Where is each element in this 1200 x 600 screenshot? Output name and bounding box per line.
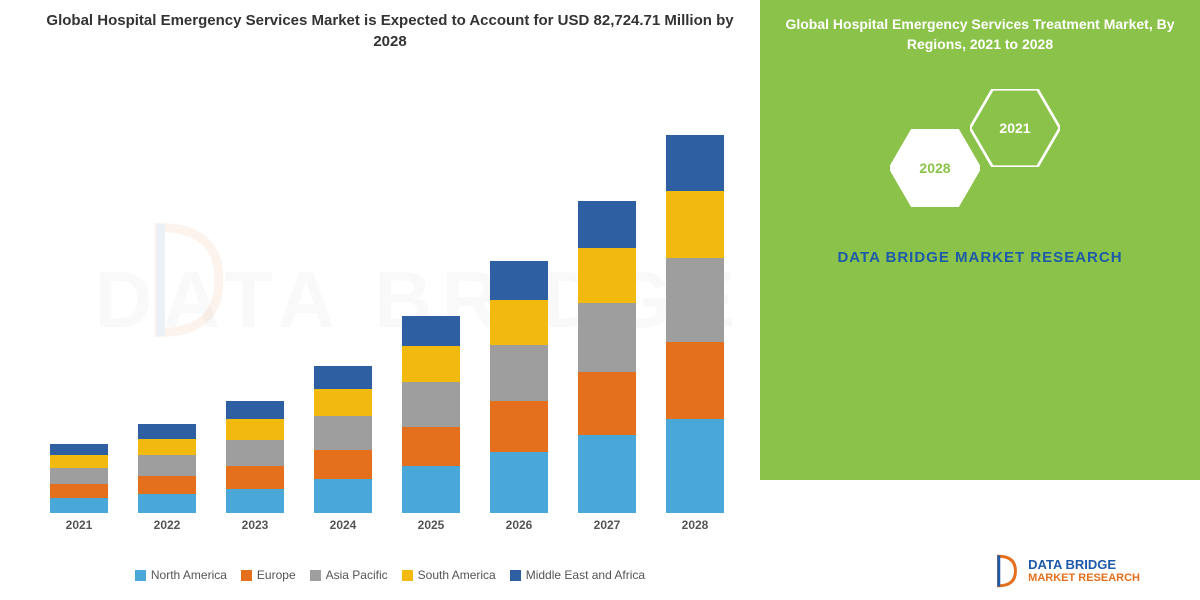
bar-column [226,401,284,513]
hex-badge: 2028 [890,129,980,207]
bar-segment [138,476,196,494]
bar-segment [138,439,196,455]
bar-segment [490,401,548,451]
bar-segment [666,342,724,420]
bar-segment [314,479,372,513]
x-axis-label: 2025 [402,518,460,532]
right-panel: Global Hospital Emergency Services Treat… [760,0,1200,600]
footer-logo-line2: MARKET RESEARCH [1028,572,1140,584]
bar-column [490,261,548,513]
legend-swatch [402,570,413,581]
x-axis-labels: 2021 2022 2023 2024 2025 2026 2027 2028 [40,518,740,538]
footer-logo-line1: DATA BRIDGE [1028,558,1140,572]
bar-segment [50,444,108,455]
footer-logo: DATA BRIDGE MARKET RESEARCH [994,552,1140,590]
brand-text: DATA BRIDGE MARKET RESEARCH [780,249,1180,266]
bar-segment [402,316,460,347]
x-axis-label: 2022 [138,518,196,532]
bar-segment [666,135,724,192]
bar-segment [578,201,636,248]
bar-segment [138,424,196,439]
bar-segment [666,191,724,257]
bar-segment [50,455,108,468]
legend-swatch [135,570,146,581]
legend-label: Europe [257,568,296,582]
chart-title: Global Hospital Emergency Services Marke… [30,10,750,52]
bar-column [402,316,460,513]
legend-item: Asia Pacific [310,568,388,582]
legend-label: Middle East and Africa [526,568,645,582]
legend-label: Asia Pacific [326,568,388,582]
bar-column [138,424,196,513]
legend-swatch [510,570,521,581]
bar-segment [314,366,372,389]
x-axis-label: 2026 [490,518,548,532]
hex-badge: 2021 [970,89,1060,167]
x-axis-label: 2027 [578,518,636,532]
bar-segment [402,466,460,513]
main-layout: Global Hospital Emergency Services Marke… [0,0,1200,600]
x-axis-label: 2024 [314,518,372,532]
bar-segment [402,427,460,466]
bar-segment [578,248,636,303]
bar-segment [490,452,548,513]
bar-column [578,201,636,513]
plot-region [40,72,740,513]
bar-segment [666,258,724,342]
bar-segment [578,303,636,373]
legend-item: Europe [241,568,296,582]
bar-segment [490,261,548,300]
bar-segment [578,372,636,435]
bar-segment [226,489,284,513]
legend-item: Middle East and Africa [510,568,645,582]
legend-item: North America [135,568,227,582]
legend-swatch [241,570,252,581]
chart-panel: Global Hospital Emergency Services Marke… [0,0,760,600]
bar-column [50,444,108,513]
x-axis-label: 2023 [226,518,284,532]
bar-segment [138,494,196,513]
bar-column [314,366,372,513]
hex-badges: 20282021 [870,79,1090,219]
legend-label: South America [418,568,496,582]
bar-segment [402,346,460,382]
bar-segment [50,484,108,499]
bar-segment [50,498,108,513]
legend-item: South America [402,568,496,582]
bar-segment [490,345,548,402]
legend-swatch [310,570,321,581]
bar-column [666,135,724,513]
bar-segment [402,382,460,427]
bar-segment [226,440,284,466]
bar-segment [490,300,548,345]
chart-area: 2021 2022 2023 2024 2025 2026 2027 2028 [30,62,750,563]
bar-segment [226,419,284,440]
footer-logo-text: DATA BRIDGE MARKET RESEARCH [1028,558,1140,584]
legend: North America Europe Asia Pacific South Ame… [30,563,750,590]
bar-segment [50,468,108,484]
bar-segment [314,389,372,416]
footer-logo-icon [994,552,1020,590]
bar-segment [314,416,372,450]
legend-label: North America [151,568,227,582]
x-axis-label: 2028 [666,518,724,532]
bar-segment [138,455,196,476]
x-axis-label: 2021 [50,518,108,532]
right-panel-title: Global Hospital Emergency Services Treat… [780,15,1180,54]
bar-segment [314,450,372,479]
bar-segment [226,466,284,489]
bar-segment [226,401,284,419]
bar-segment [666,419,724,513]
bar-segment [578,435,636,513]
